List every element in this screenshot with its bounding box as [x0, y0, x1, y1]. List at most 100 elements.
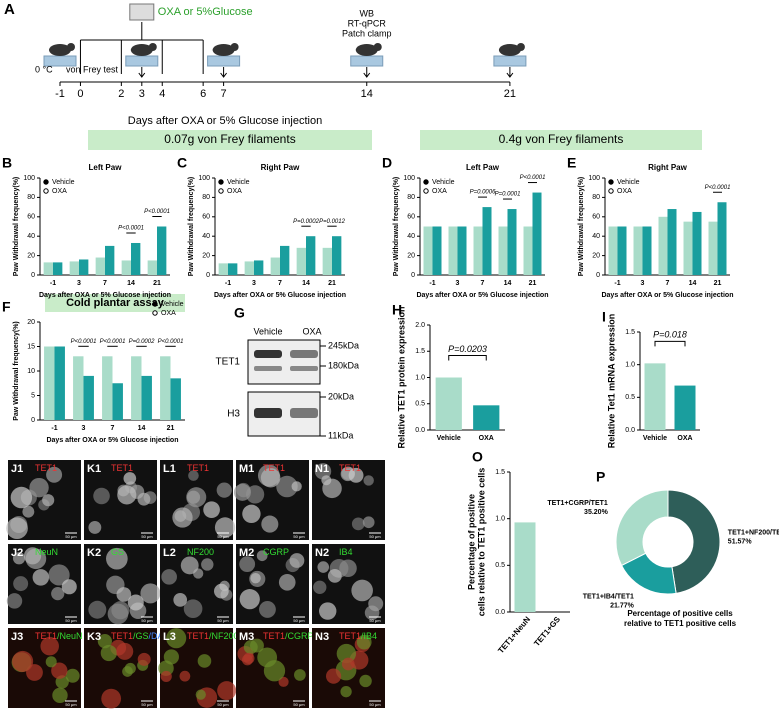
cell [201, 558, 214, 571]
timeline-tick-label: 2 [118, 88, 124, 100]
cell [106, 547, 128, 570]
y-axis-label: Paw Withdrawal frequency(%) [188, 177, 195, 277]
cell [243, 652, 255, 664]
y-tick-label: 0.0 [495, 609, 505, 616]
x-tick-label: 3 [77, 280, 81, 287]
legend-label: Vehicle [227, 179, 250, 186]
mouse [212, 44, 235, 56]
p-value: P<0.0001 [71, 339, 97, 345]
channel-label: TET1/CGRP [263, 631, 314, 641]
legend-marker [423, 188, 429, 194]
legend-marker [608, 179, 614, 185]
y-tick-label: 0.5 [415, 401, 425, 408]
cell [289, 553, 305, 568]
panel-label: I [602, 309, 606, 325]
cell [117, 485, 137, 505]
marker-label: 11kDa [328, 430, 353, 440]
mouse [130, 44, 153, 56]
lane-label: Vehicle [253, 326, 282, 336]
cell [107, 603, 129, 625]
bar [44, 346, 55, 420]
mouse-head [148, 43, 157, 51]
y-tick-label: 20 [27, 319, 35, 326]
x-tick-label: OXA [677, 435, 692, 442]
bar [254, 260, 264, 275]
panel-label: A [4, 1, 15, 18]
bar [514, 522, 536, 612]
y-tick-label: 0 [411, 272, 415, 279]
cell [166, 628, 187, 649]
micrograph-id: K1 [87, 463, 101, 475]
p-value: P=0.0012 [319, 219, 346, 225]
bar [306, 236, 316, 275]
x-tick-label: -1 [614, 280, 620, 287]
bar [683, 221, 693, 275]
x-tick-label: OXA [479, 435, 494, 442]
x-tick-label: 14 [689, 280, 697, 287]
cell [23, 547, 42, 565]
p-value: P=0.0002 [129, 339, 156, 345]
y-tick-label: 0.0 [625, 427, 635, 434]
test-label: von Frey test [66, 64, 119, 74]
y-axis-label: Relative TET1 protein expression [396, 306, 406, 448]
micrograph-id: K3 [87, 631, 101, 643]
channel-label: TET1 [35, 463, 57, 473]
p-value: P<0.0001 [520, 175, 546, 181]
cell [217, 681, 237, 701]
bar [473, 405, 500, 430]
x-tick-label: 21 [714, 280, 722, 287]
y-tick-label: 0.5 [625, 394, 635, 401]
bar [692, 211, 702, 275]
y-tick-label: 20 [27, 252, 35, 259]
channel-part: IB4 [339, 547, 353, 557]
cell [339, 559, 357, 578]
cell [161, 569, 177, 585]
x-tick-label: 3 [641, 280, 645, 287]
micrograph-id: K2 [87, 547, 101, 559]
cell [203, 501, 220, 519]
blot-band [254, 366, 282, 371]
bar [532, 192, 542, 275]
p-value: P<0.0001 [118, 226, 144, 232]
blot-band [290, 350, 318, 358]
y-tick-label: 20 [407, 252, 415, 259]
bar [717, 202, 727, 275]
bar [54, 346, 65, 420]
cell [12, 552, 26, 565]
scale-label: 50 μm [293, 534, 305, 539]
bar [131, 356, 142, 420]
cell [278, 573, 296, 591]
cell [233, 483, 251, 501]
bar [617, 226, 627, 275]
blot-row-label: TET1 [216, 357, 241, 368]
cell [351, 579, 373, 602]
chart-title: Right Paw [648, 163, 687, 172]
y-tick-label: 2.0 [415, 322, 425, 329]
bar [79, 259, 89, 275]
cell [40, 636, 59, 656]
timeline-tick-label: 14 [361, 88, 373, 100]
p-value: P=0.0002 [293, 219, 320, 225]
channel-label: IB4 [339, 547, 353, 557]
cell [140, 583, 161, 604]
micrograph-id: L3 [163, 631, 176, 643]
cell [362, 516, 375, 529]
panel-label: O [472, 449, 483, 465]
cell [291, 481, 302, 492]
mouse-head [230, 43, 239, 51]
panel-label: P [596, 469, 605, 485]
bar [523, 226, 533, 275]
mouse [355, 44, 378, 56]
y-tick-label: 1.5 [415, 348, 425, 355]
bar [218, 263, 228, 275]
x-tick-label: 21 [529, 280, 537, 287]
bar [131, 242, 141, 275]
micrograph-id: N1 [315, 463, 329, 475]
cell [163, 649, 179, 665]
cell [195, 689, 206, 700]
legend-label: Vehicle [432, 179, 455, 186]
timeline-tick-label: 3 [139, 88, 145, 100]
cell [250, 572, 261, 584]
banner-label: 0.07g von Frey filaments [164, 132, 295, 146]
cell [260, 467, 281, 488]
